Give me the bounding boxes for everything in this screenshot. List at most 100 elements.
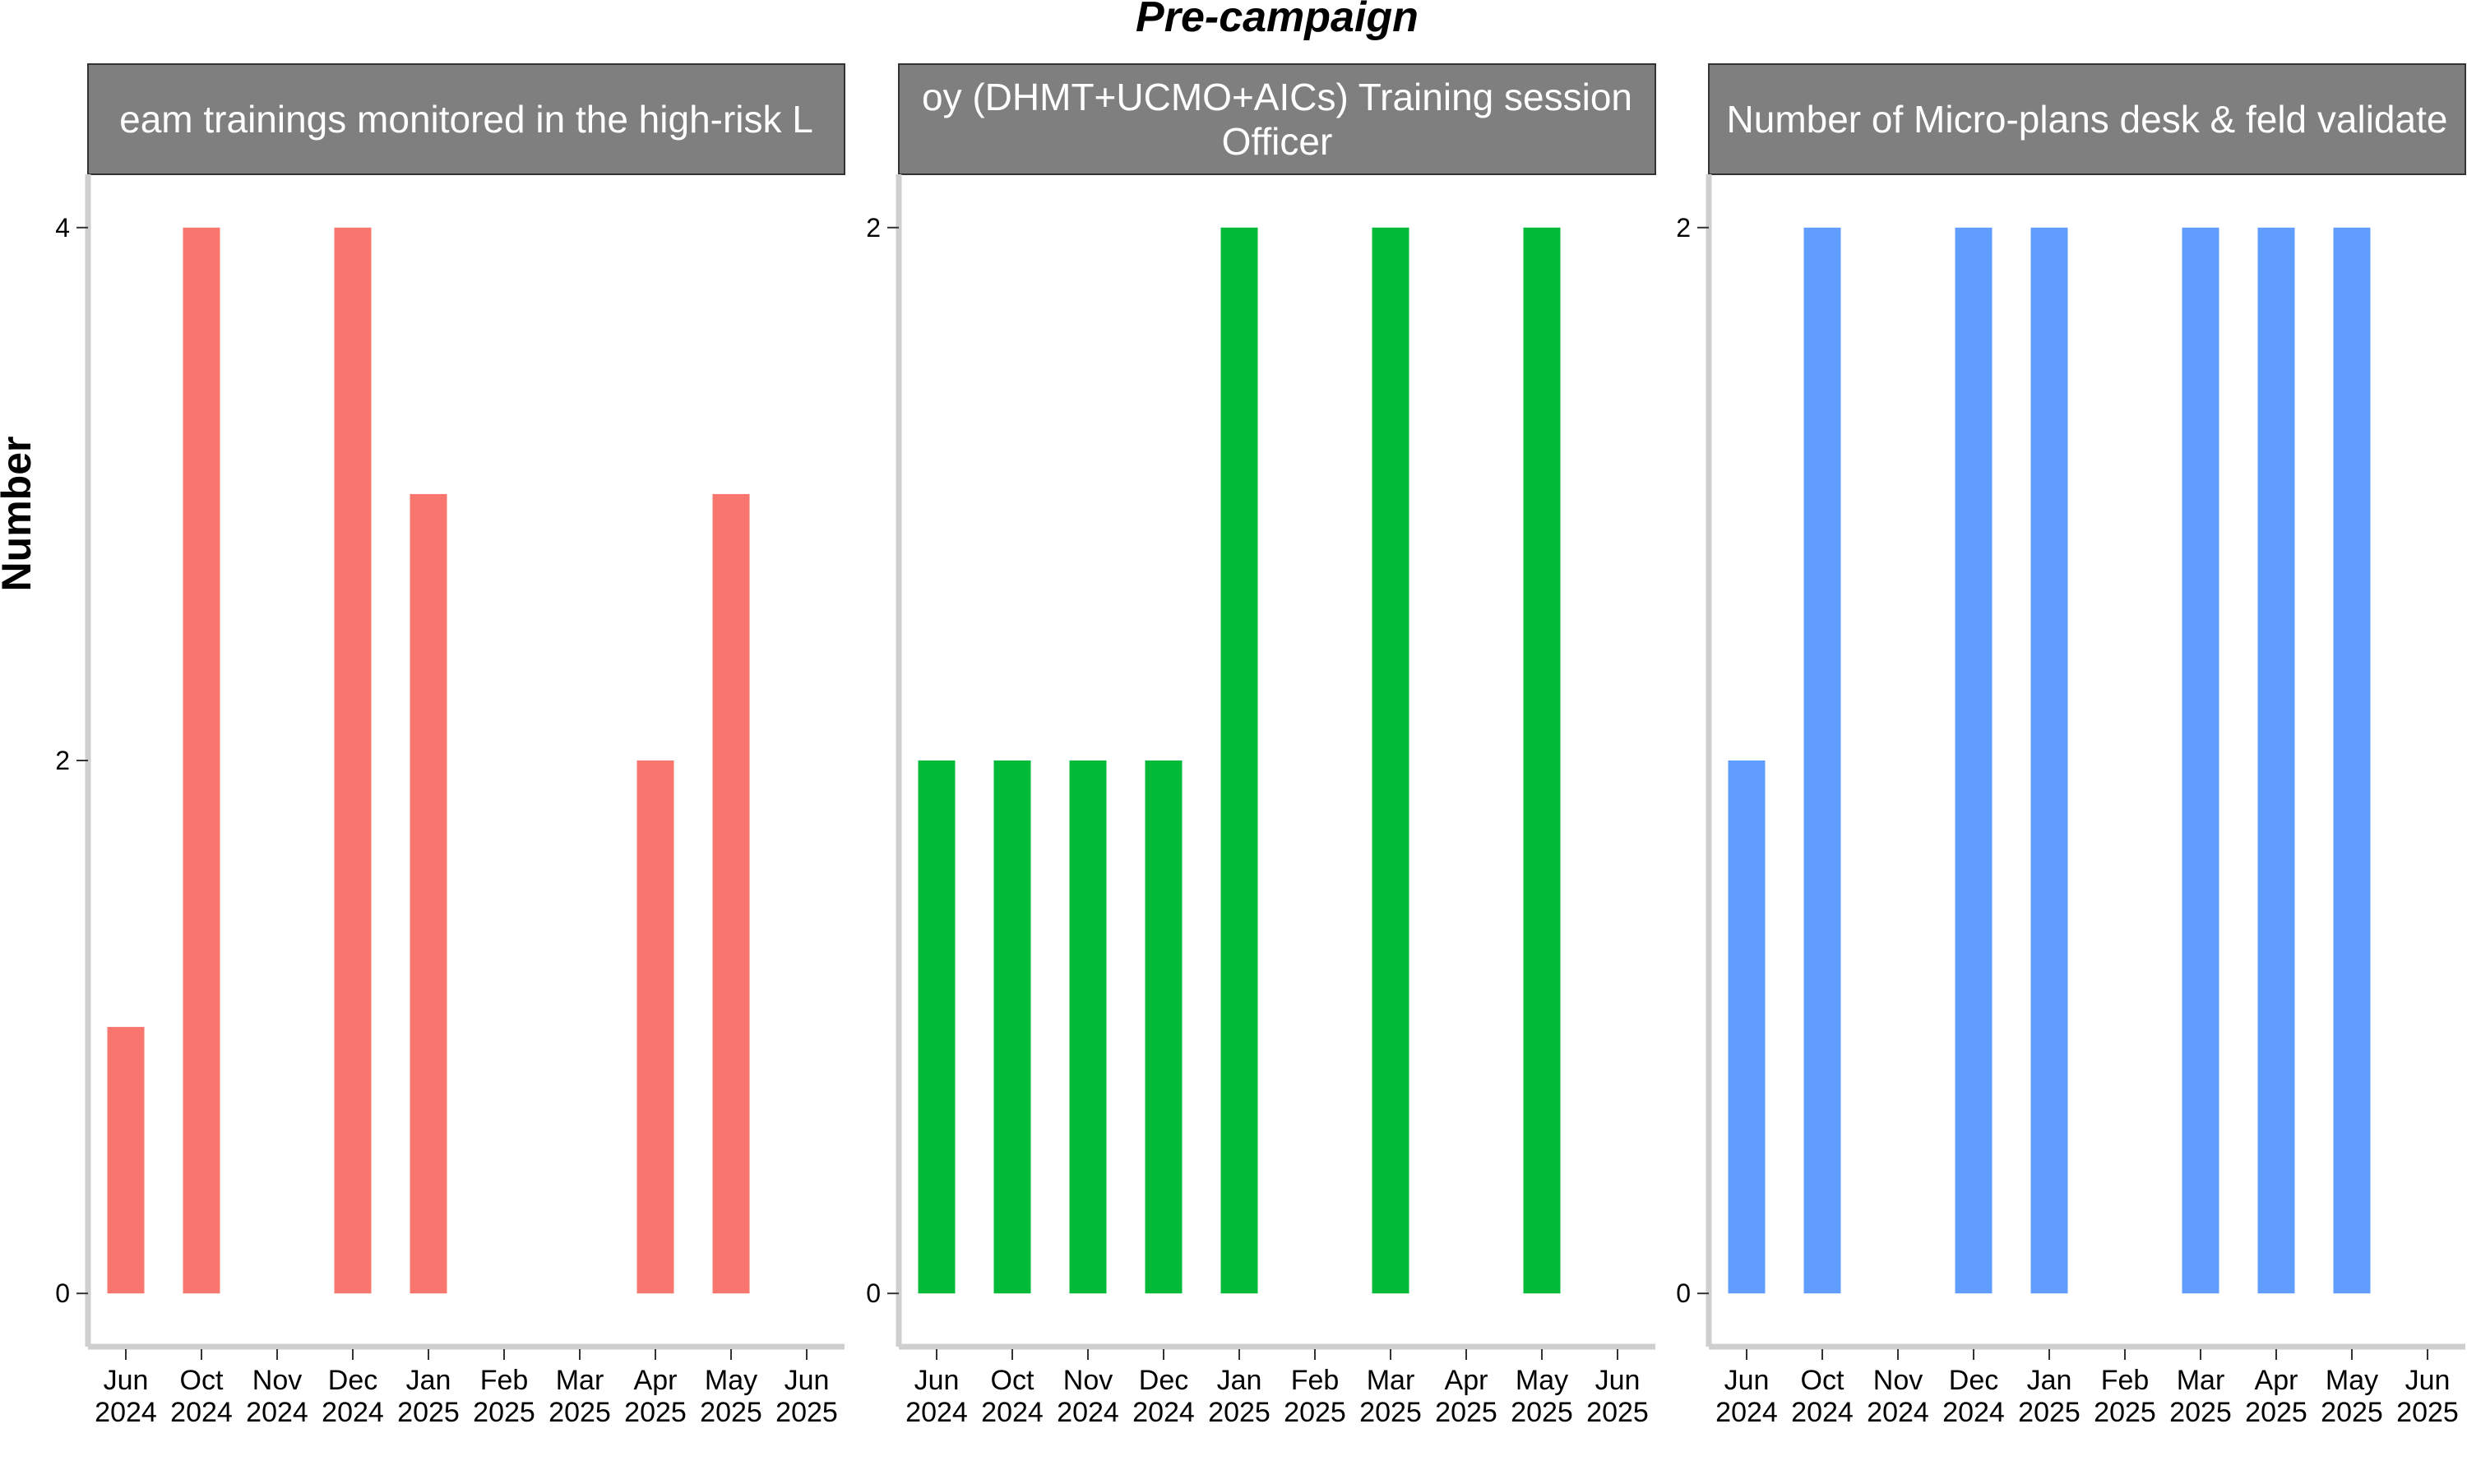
x-tick-label-year: 2025 — [473, 1397, 535, 1428]
x-tick-label-month: Apr — [634, 1365, 678, 1396]
y-tick-label: 0 — [55, 1278, 70, 1308]
facet-strip — [1708, 63, 2466, 175]
x-tick-label-month: Feb — [1291, 1365, 1340, 1396]
x-tick-label-year: 2025 — [1435, 1397, 1497, 1428]
x-tick-label-month: Apr — [1445, 1365, 1488, 1396]
x-tick-label-year: 2024 — [1132, 1397, 1195, 1428]
x-tick-label-month: May — [2326, 1365, 2378, 1396]
y-tick-label: 0 — [1676, 1278, 1691, 1308]
x-tick-label-month: Dec — [1949, 1365, 1998, 1396]
x-tick-label-year: 2025 — [2018, 1397, 2081, 1428]
bar-may-2025 — [1523, 227, 1561, 1294]
bar-apr-2025 — [636, 760, 674, 1294]
x-tick-label-year: 2025 — [397, 1397, 460, 1428]
x-tick-label-year: 2025 — [624, 1397, 687, 1428]
x-tick-label-month: Jan — [406, 1365, 451, 1396]
x-tick-label-month: Dec — [1139, 1365, 1188, 1396]
x-tick-label-month: Nov — [1873, 1365, 1923, 1396]
bar-mar-2025 — [1372, 227, 1409, 1294]
x-tick-label-month: May — [1516, 1365, 1568, 1396]
x-tick-label-year: 2025 — [548, 1397, 611, 1428]
x-tick-label-year: 2025 — [2396, 1397, 2459, 1428]
bar-dec-2024 — [334, 227, 372, 1294]
bar-jun-2024 — [918, 760, 956, 1294]
x-tick-label-month: Jun — [1724, 1365, 1770, 1396]
x-tick-label-year: 2025 — [1511, 1397, 1573, 1428]
panels-group: eam trainings monitored in the high-risk… — [55, 63, 2466, 1428]
x-tick-label-year: 2025 — [1359, 1397, 1422, 1428]
y-tick-label: 2 — [866, 213, 881, 243]
x-tick-label-month: Dec — [328, 1365, 377, 1396]
x-tick-label-month: Oct — [180, 1365, 224, 1396]
x-tick-label-month: Oct — [991, 1365, 1034, 1396]
bar-apr-2025 — [2257, 227, 2295, 1294]
bar-nov-2024 — [1069, 760, 1107, 1294]
x-tick-label-month: Jun — [104, 1365, 149, 1396]
x-tick-label-month: Jan — [2027, 1365, 2072, 1396]
x-tick-label-year: 2024 — [1942, 1397, 2005, 1428]
x-tick-label-month: Jun — [1595, 1365, 1641, 1396]
y-axis-label: Number — [0, 437, 39, 592]
x-tick-label-month: Mar — [2177, 1365, 2225, 1396]
facet-strip — [898, 63, 1656, 175]
facet-strip — [87, 63, 845, 175]
x-tick-label-month: Jan — [1217, 1365, 1262, 1396]
bar-oct-2024 — [183, 227, 220, 1294]
x-tick-label-year: 2024 — [1867, 1397, 1929, 1428]
x-tick-label-year: 2024 — [95, 1397, 157, 1428]
x-tick-label-month: Jun — [914, 1365, 960, 1396]
x-tick-label-year: 2025 — [1208, 1397, 1271, 1428]
x-tick-label-year: 2024 — [1791, 1397, 1854, 1428]
panel-1: eam trainings monitored in the high-risk… — [55, 63, 845, 1428]
x-tick-label-year: 2024 — [905, 1397, 968, 1428]
bar-may-2025 — [2333, 227, 2371, 1294]
y-tick-label: 4 — [55, 213, 70, 243]
bar-dec-2024 — [1145, 760, 1183, 1294]
facet-strip-label: Officer — [1222, 120, 1333, 163]
x-tick-label-year: 2025 — [2321, 1397, 2383, 1428]
x-tick-label-year: 2024 — [1715, 1397, 1778, 1428]
bar-jan-2025 — [410, 493, 447, 1294]
x-tick-label-month: Nov — [252, 1365, 302, 1396]
y-tick-label: 2 — [55, 746, 70, 775]
x-tick-label-month: Jun — [2405, 1365, 2451, 1396]
bar-mar-2025 — [2182, 227, 2219, 1294]
x-tick-label-month: Jun — [785, 1365, 830, 1396]
x-tick-label-year: 2024 — [1057, 1397, 1119, 1428]
x-tick-label-year: 2024 — [170, 1397, 233, 1428]
x-tick-label-year: 2025 — [2245, 1397, 2307, 1428]
x-tick-label-month: Feb — [480, 1365, 529, 1396]
x-tick-label-year: 2024 — [981, 1397, 1044, 1428]
facet-strip-label: eam trainings monitored in the high-risk… — [119, 98, 813, 141]
x-tick-label-year: 2025 — [2169, 1397, 2232, 1428]
x-tick-label-month: May — [705, 1365, 757, 1396]
x-tick-label-month: Feb — [2101, 1365, 2150, 1396]
bar-oct-2024 — [1803, 227, 1841, 1294]
x-tick-label-month: Mar — [556, 1365, 604, 1396]
y-tick-label: 2 — [1676, 213, 1691, 243]
x-tick-label-year: 2025 — [775, 1397, 838, 1428]
bar-jun-2024 — [107, 1027, 145, 1294]
y-tick-label: 0 — [866, 1278, 881, 1308]
x-tick-label-year: 2025 — [1586, 1397, 1649, 1428]
bar-jan-2025 — [2030, 227, 2068, 1294]
x-tick-label-year: 2024 — [246, 1397, 308, 1428]
bar-jan-2025 — [1220, 227, 1258, 1294]
x-tick-label-year: 2025 — [2094, 1397, 2156, 1428]
facet-strip-label: oy (DHMT+UCMO+AICs) Training session — [922, 76, 1632, 118]
bar-may-2025 — [712, 493, 750, 1294]
panel-3: Number of Micro-plans desk & feld valida… — [1676, 63, 2466, 1428]
x-tick-label-month: Mar — [1367, 1365, 1415, 1396]
bar-dec-2024 — [1955, 227, 1993, 1294]
chart-title: Pre-campaign — [1136, 0, 1419, 41]
facet-strip-label: Number of Micro-plans desk & feld valida… — [1727, 98, 2448, 141]
x-tick-label-month: Nov — [1063, 1365, 1113, 1396]
x-tick-label-year: 2024 — [322, 1397, 384, 1428]
bar-jun-2024 — [1728, 760, 1766, 1294]
x-tick-label-year: 2025 — [1284, 1397, 1346, 1428]
x-tick-label-month: Apr — [2255, 1365, 2298, 1396]
x-tick-label-month: Oct — [1801, 1365, 1844, 1396]
x-tick-label-year: 2025 — [700, 1397, 762, 1428]
